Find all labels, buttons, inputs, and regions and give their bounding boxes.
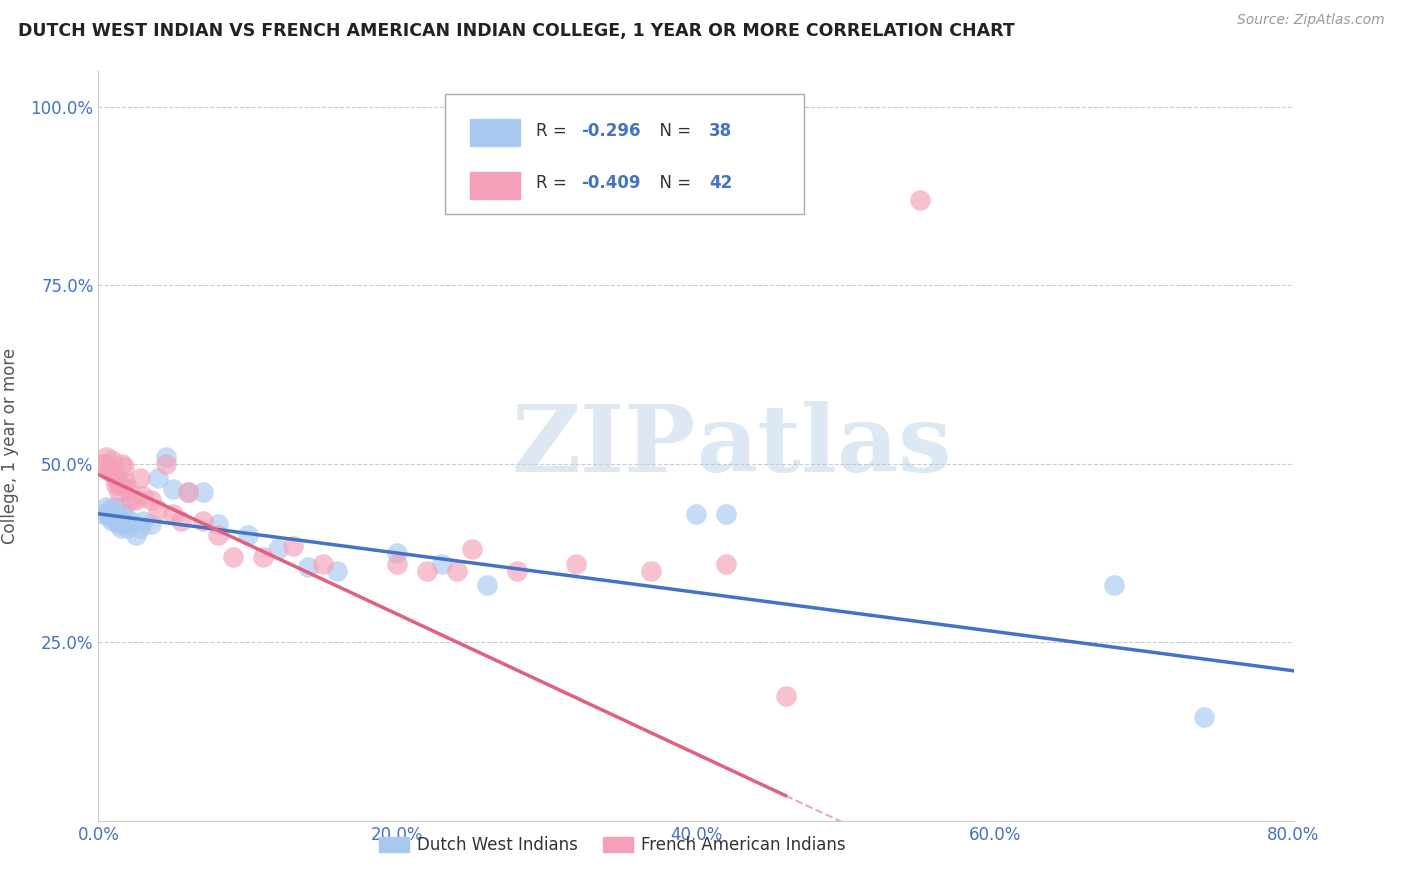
Point	[385, 557, 409, 571]
Point	[129, 471, 152, 485]
FancyBboxPatch shape	[446, 94, 804, 214]
Point	[98, 510, 122, 524]
Point	[148, 471, 170, 485]
Y-axis label: College, 1 year or more: College, 1 year or more	[1, 348, 20, 544]
Point	[96, 507, 118, 521]
Point	[110, 478, 132, 492]
Text: R =: R =	[536, 174, 572, 192]
Point	[129, 521, 152, 535]
Point	[222, 549, 245, 564]
Point	[177, 485, 200, 500]
Point	[169, 514, 191, 528]
Point	[107, 475, 129, 489]
Point	[155, 450, 177, 464]
Text: 38: 38	[709, 121, 733, 140]
Text: 42: 42	[709, 174, 733, 192]
Text: N =: N =	[650, 121, 697, 140]
Point	[311, 557, 333, 571]
Point	[162, 482, 184, 496]
Point	[125, 528, 148, 542]
Point	[114, 517, 136, 532]
Point	[112, 507, 135, 521]
Point	[114, 475, 136, 489]
Text: DUTCH WEST INDIAN VS FRENCH AMERICAN INDIAN COLLEGE, 1 YEAR OR MORE CORRELATION : DUTCH WEST INDIAN VS FRENCH AMERICAN IND…	[18, 22, 1015, 40]
Point	[385, 546, 409, 560]
Point	[326, 564, 349, 578]
Text: ZIP: ZIP	[512, 401, 696, 491]
Point	[236, 528, 259, 542]
Point	[111, 457, 134, 471]
Text: -0.296: -0.296	[581, 121, 641, 140]
Point	[506, 564, 529, 578]
Point	[908, 193, 931, 207]
Text: R =: R =	[536, 121, 572, 140]
Point	[98, 464, 122, 478]
Point	[640, 564, 662, 578]
Text: N =: N =	[650, 174, 697, 192]
Point	[565, 557, 588, 571]
Point	[91, 457, 114, 471]
Point	[1104, 578, 1126, 592]
Point	[252, 549, 274, 564]
Point	[112, 460, 135, 475]
Point	[105, 514, 128, 528]
Point	[111, 500, 134, 514]
Point	[97, 503, 120, 517]
Text: Source: ZipAtlas.com: Source: ZipAtlas.com	[1237, 13, 1385, 28]
Point	[1192, 710, 1215, 724]
Text: -0.409: -0.409	[581, 174, 641, 192]
Point	[191, 485, 214, 500]
Point	[120, 492, 142, 507]
Point	[162, 507, 184, 521]
Point	[96, 457, 118, 471]
Text: atlas: atlas	[696, 401, 952, 491]
FancyBboxPatch shape	[470, 171, 520, 199]
Point	[207, 517, 229, 532]
Point	[207, 528, 229, 542]
Point	[714, 557, 737, 571]
Point	[94, 450, 117, 464]
Point	[117, 521, 139, 535]
Point	[155, 457, 177, 471]
Point	[101, 453, 124, 467]
Point	[101, 514, 124, 528]
Point	[148, 503, 170, 517]
Point	[91, 507, 114, 521]
Point	[267, 542, 290, 557]
Point	[103, 464, 125, 478]
Point	[139, 517, 162, 532]
FancyBboxPatch shape	[470, 120, 520, 146]
Point	[177, 485, 200, 500]
Point	[446, 564, 468, 578]
Point	[685, 507, 707, 521]
Point	[105, 478, 128, 492]
Point	[117, 482, 139, 496]
Legend: Dutch West Indians, French American Indians: Dutch West Indians, French American Indi…	[373, 830, 852, 861]
Point	[775, 689, 797, 703]
Point	[132, 514, 155, 528]
Point	[461, 542, 484, 557]
Point	[107, 510, 129, 524]
Point	[108, 517, 131, 532]
Point	[120, 514, 142, 528]
Point	[281, 539, 304, 553]
Point	[97, 464, 120, 478]
Point	[125, 492, 148, 507]
Point	[297, 560, 319, 574]
Point	[108, 485, 131, 500]
Point	[191, 514, 214, 528]
Point	[430, 557, 453, 571]
Point	[416, 564, 439, 578]
Point	[104, 471, 127, 485]
Point	[132, 489, 155, 503]
Point	[139, 492, 162, 507]
Point	[103, 507, 125, 521]
Point	[475, 578, 498, 592]
Point	[110, 521, 132, 535]
Point	[94, 500, 117, 514]
Point	[104, 500, 127, 514]
Point	[714, 507, 737, 521]
